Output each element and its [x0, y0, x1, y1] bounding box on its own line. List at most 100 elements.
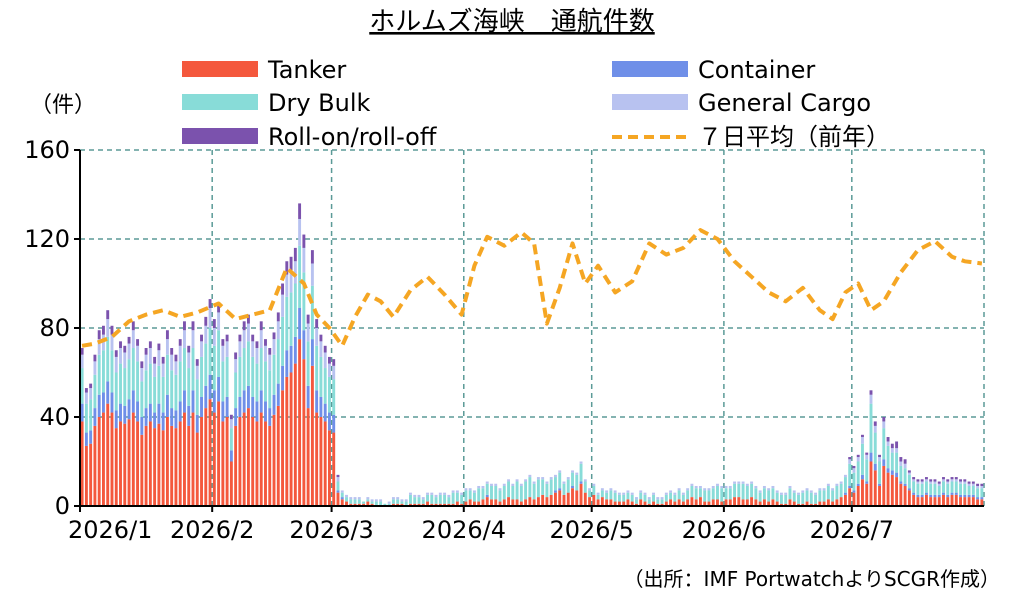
bar-general-cargo [259, 330, 263, 349]
bar-tanker [310, 365, 314, 506]
bar-general-cargo [630, 492, 634, 495]
bar-container [157, 403, 161, 424]
bar-general-cargo [319, 341, 323, 357]
bar-dry-bulk [554, 477, 557, 491]
bar-tanker [191, 412, 195, 506]
bar-tanker [762, 499, 766, 506]
bar-roll-on-roll-off [131, 321, 135, 331]
bar-dry-bulk [937, 485, 941, 495]
bar-dry-bulk [281, 316, 284, 366]
bar-dry-bulk [114, 372, 118, 411]
bar-tanker [455, 501, 459, 506]
bar-tanker [502, 499, 506, 506]
bar-container [310, 339, 314, 366]
bar-general-cargo [963, 481, 967, 484]
bar-general-cargo [775, 490, 779, 493]
bar-dry-bulk [383, 503, 387, 506]
bar-tanker [652, 501, 655, 506]
bar-general-cargo [639, 490, 643, 493]
bar-general-cargo [455, 490, 459, 493]
bar-dry-bulk [528, 477, 532, 498]
bar-general-cargo [745, 483, 749, 486]
bar-tanker [733, 497, 736, 506]
bar-general-cargo [323, 352, 327, 369]
bar-dry-bulk [468, 490, 472, 500]
bar-general-cargo [583, 479, 587, 482]
bar-tanker [302, 359, 306, 506]
bar-roll-on-roll-off [302, 234, 306, 248]
bar-container [579, 481, 583, 484]
bar-general-cargo [895, 448, 899, 453]
bar-dry-bulk [481, 488, 485, 500]
bar-tanker [89, 443, 93, 506]
bar-dry-bulk [413, 497, 417, 504]
bar-container [950, 492, 954, 495]
bar-dry-bulk [345, 497, 348, 502]
bar-container [886, 468, 890, 473]
bar-tanker [588, 497, 592, 506]
x-tick-label: 2026/2 [170, 516, 254, 544]
bar-container [80, 403, 84, 422]
bar-general-cargo [818, 488, 822, 491]
avg-line [81, 228, 983, 348]
bar-tanker [217, 401, 221, 506]
bar-tanker [626, 499, 630, 506]
bar-tanker [349, 503, 353, 506]
bar-roll-on-roll-off [890, 443, 894, 449]
bar-dry-bulk [340, 492, 344, 498]
bar-tanker [856, 485, 860, 506]
bar-container [554, 490, 557, 493]
bar-general-cargo [391, 497, 395, 500]
bar-roll-on-roll-off [268, 348, 272, 355]
bar-tanker [775, 501, 779, 506]
bar-dry-bulk [660, 499, 664, 504]
bar-general-cargo [430, 492, 434, 495]
legend-label: General Cargo [698, 89, 871, 117]
bar-dry-bulk [144, 370, 148, 409]
source-note: （出所：IMF PortwatchよりSCGR作成） [624, 567, 1000, 591]
bar-dry-bulk [831, 490, 835, 502]
bar-general-cargo [370, 499, 374, 502]
bar-general-cargo [170, 354, 174, 371]
bar-roll-on-roll-off [153, 356, 157, 364]
bar-dry-bulk [788, 488, 792, 500]
bar-general-cargo [127, 343, 131, 360]
bar-roll-on-roll-off [903, 459, 907, 464]
bar-general-cargo [698, 485, 702, 489]
bar-general-cargo [554, 474, 557, 478]
bar-dry-bulk [477, 488, 481, 502]
bar-dry-bulk [289, 292, 293, 346]
bar-general-cargo [524, 479, 528, 482]
bar-tanker [579, 483, 583, 506]
bar-dry-bulk [933, 483, 937, 495]
bar-dry-bulk [797, 494, 800, 504]
bar-roll-on-roll-off [856, 454, 860, 458]
bar-general-cargo [826, 483, 830, 486]
bar-general-cargo [285, 274, 289, 297]
bar-dry-bulk [967, 485, 971, 495]
legend-swatch [182, 61, 258, 77]
bar-tanker [336, 492, 340, 506]
bar-tanker [417, 503, 421, 506]
bar-general-cargo [490, 483, 493, 486]
bar-container [963, 494, 967, 498]
bar-dry-bulk [549, 479, 553, 495]
bar-dry-bulk [583, 481, 587, 493]
bar-dry-bulk [127, 359, 131, 400]
bar-container [140, 417, 144, 435]
bar-dry-bulk [417, 497, 421, 504]
bar-general-cargo [669, 490, 673, 493]
legend-label: Roll-on/roll-off [268, 123, 437, 151]
bar-dry-bulk [861, 443, 864, 475]
bar-tanker [950, 494, 954, 507]
bar-general-cargo [153, 363, 157, 377]
bar-general-cargo [217, 312, 221, 331]
bar-general-cargo [268, 354, 272, 371]
bar-tanker [114, 428, 118, 507]
bar-tanker [494, 499, 498, 506]
bar-roll-on-roll-off [119, 341, 122, 349]
bar-tanker [451, 503, 455, 506]
bar-general-cargo [208, 307, 212, 328]
bar-tanker [562, 494, 566, 507]
bar-dry-bulk [515, 481, 519, 500]
